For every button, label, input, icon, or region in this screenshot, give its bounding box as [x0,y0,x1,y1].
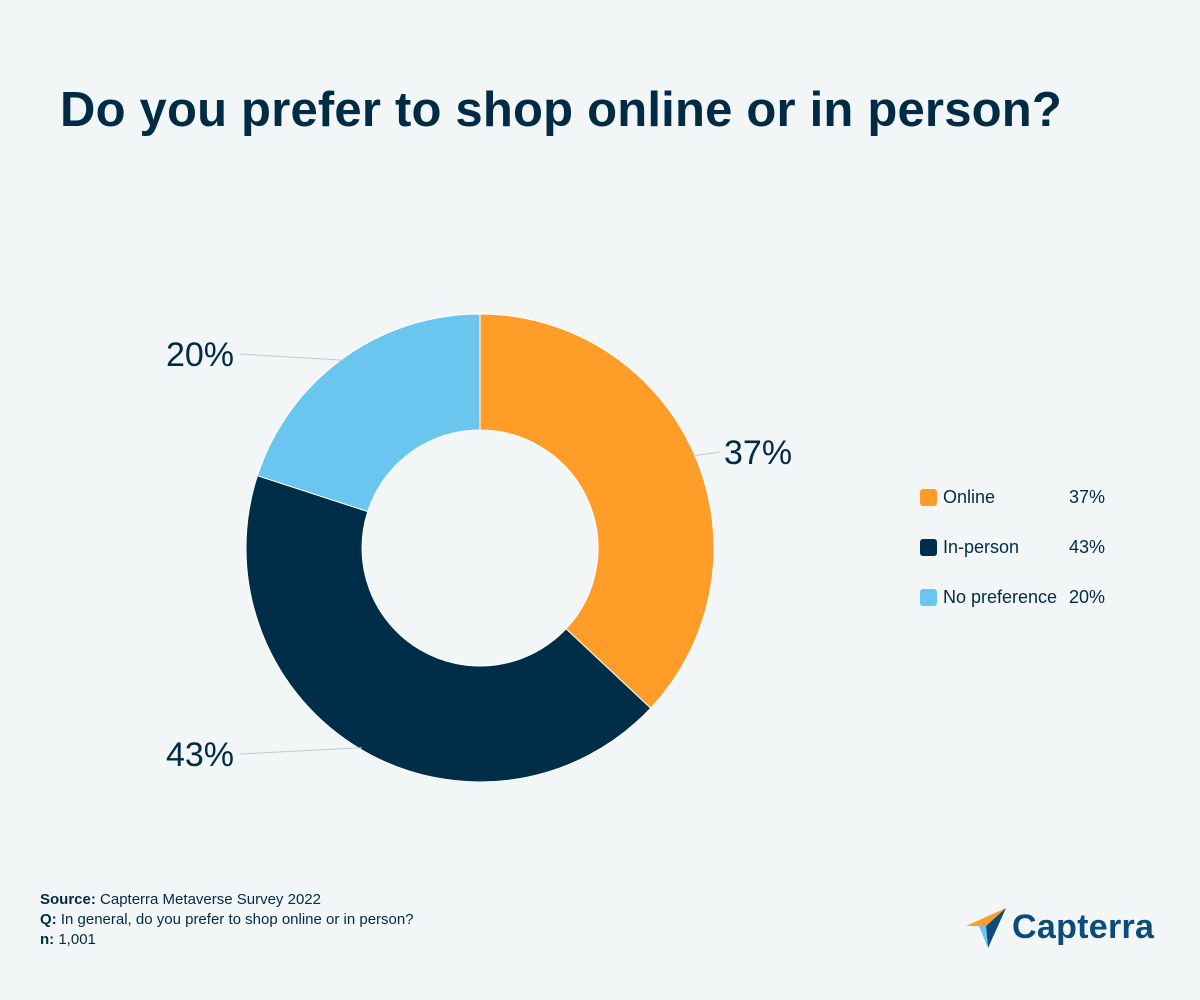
capterra-logo: Capterra [966,906,1154,948]
logo-text: Capterra [1012,907,1155,946]
source-line: Source: Capterra Metaverse Survey 2022 [40,890,414,910]
sample-size-label: n: [40,931,55,948]
leader-line-online [692,451,721,457]
data-label-in-person: 43% [166,736,234,774]
legend-item-online: Online 37% [920,484,1119,510]
legend-label-online: Online [943,486,996,507]
legend-value-in-person: 43% [1069,536,1106,557]
legend-item-no-preference: No preference 20% [920,584,1119,610]
legend-swatch-no-preference [920,588,937,606]
slice-in-person [245,475,652,783]
slice-no-preference [256,313,481,513]
capterra-arrow-icon [966,908,1006,948]
chart-title: Do you prefer to shop online or in perso… [60,83,1063,137]
legend-swatch-online [920,488,937,506]
sample-size-line: n: 1,001 [40,930,414,950]
legend-swatch-in-person [920,538,937,556]
legend-item-in-person: In-person 43% [920,534,1119,560]
question-label: Q: [40,911,57,928]
data-label-no-preference: 20% [166,336,234,374]
source-text: Capterra Metaverse Survey 2022 [100,891,321,908]
legend-value-online: 37% [1069,486,1106,507]
slice-online [479,313,715,709]
footnote: Source: Capterra Metaverse Survey 2022 Q… [40,890,414,950]
leader-line-no-preference [239,353,344,361]
sample-size-text: 1,001 [58,931,96,948]
legend-label-in-person: In-person [943,536,1020,557]
legend-label-no-preference: No preference [943,586,1058,607]
legend: Online 37% In-person 43% No preference 2… [920,484,1119,634]
leader-line-in-person [239,747,362,755]
question-line: Q: In general, do you prefer to shop onl… [40,910,414,930]
question-text: In general, do you prefer to shop online… [60,911,414,928]
source-label: Source: [40,891,96,908]
data-label-online: 37% [724,434,792,472]
legend-value-no-preference: 20% [1069,586,1106,607]
